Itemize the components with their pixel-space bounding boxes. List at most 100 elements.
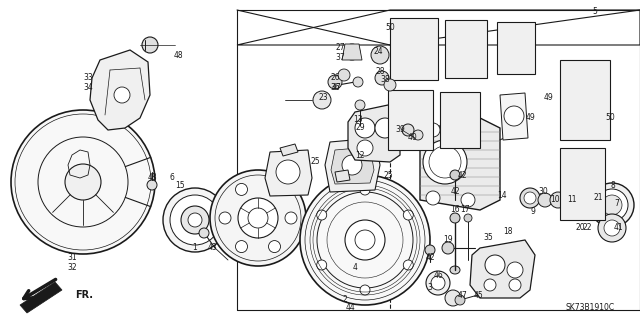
Circle shape	[375, 71, 389, 85]
Circle shape	[461, 121, 475, 135]
Circle shape	[484, 279, 496, 291]
Polygon shape	[388, 90, 433, 150]
Text: 47: 47	[457, 291, 467, 300]
Circle shape	[142, 37, 158, 53]
Polygon shape	[390, 18, 438, 80]
Text: 34: 34	[83, 84, 93, 93]
Circle shape	[403, 260, 413, 270]
Text: 3: 3	[428, 284, 433, 293]
Text: 44: 44	[345, 303, 355, 313]
Circle shape	[461, 193, 475, 207]
Polygon shape	[331, 147, 374, 184]
Circle shape	[590, 183, 634, 227]
Polygon shape	[560, 148, 605, 220]
Circle shape	[524, 192, 536, 204]
Ellipse shape	[450, 266, 460, 274]
Text: 43: 43	[207, 243, 217, 253]
Text: 32: 32	[67, 263, 77, 272]
Text: 12: 12	[355, 151, 365, 160]
Circle shape	[269, 241, 280, 253]
Text: 2: 2	[342, 295, 348, 305]
Text: 47: 47	[331, 84, 341, 93]
Text: 8: 8	[611, 181, 616, 189]
Circle shape	[423, 140, 467, 184]
Circle shape	[199, 228, 209, 238]
Text: 25: 25	[310, 158, 320, 167]
Text: 40: 40	[407, 133, 417, 143]
Circle shape	[375, 118, 395, 138]
Polygon shape	[497, 22, 535, 74]
Text: 7: 7	[614, 198, 620, 207]
Circle shape	[550, 192, 566, 208]
Circle shape	[426, 271, 450, 295]
Text: 27: 27	[335, 43, 345, 53]
Circle shape	[317, 260, 326, 270]
Text: 31: 31	[67, 254, 77, 263]
Circle shape	[238, 198, 278, 238]
Text: 26: 26	[330, 73, 340, 83]
Text: 42: 42	[425, 254, 435, 263]
Text: 23: 23	[318, 93, 328, 102]
Circle shape	[181, 206, 209, 234]
Text: 29: 29	[355, 123, 365, 132]
Circle shape	[353, 77, 363, 87]
Polygon shape	[280, 144, 298, 156]
Text: 24: 24	[373, 48, 383, 56]
Circle shape	[538, 193, 552, 207]
Polygon shape	[90, 50, 150, 130]
Text: 19: 19	[443, 235, 453, 244]
Circle shape	[602, 195, 622, 215]
Text: 16: 16	[450, 205, 460, 214]
Text: 46: 46	[433, 271, 443, 279]
Polygon shape	[440, 92, 480, 148]
Text: 9: 9	[531, 207, 536, 217]
Polygon shape	[20, 282, 62, 313]
Circle shape	[342, 155, 362, 175]
Circle shape	[577, 193, 591, 207]
Circle shape	[285, 212, 297, 224]
Text: 11: 11	[567, 196, 577, 204]
Circle shape	[598, 214, 626, 242]
Circle shape	[426, 123, 440, 137]
Circle shape	[442, 242, 454, 254]
Circle shape	[188, 213, 202, 227]
Polygon shape	[560, 60, 610, 140]
Text: 21: 21	[593, 194, 603, 203]
Circle shape	[269, 183, 280, 196]
Circle shape	[114, 87, 130, 103]
Circle shape	[485, 255, 505, 275]
Circle shape	[313, 91, 331, 109]
Circle shape	[236, 241, 248, 253]
Circle shape	[317, 210, 326, 220]
Polygon shape	[342, 44, 362, 60]
Circle shape	[360, 285, 370, 295]
Text: 35: 35	[483, 234, 493, 242]
Circle shape	[513, 125, 523, 135]
Circle shape	[344, 44, 360, 60]
Circle shape	[147, 180, 157, 190]
Circle shape	[210, 170, 306, 266]
Circle shape	[360, 185, 370, 195]
Circle shape	[11, 110, 155, 254]
Text: 1: 1	[193, 243, 197, 253]
Circle shape	[455, 295, 465, 305]
Text: 49: 49	[525, 114, 535, 122]
Polygon shape	[445, 20, 487, 78]
Circle shape	[402, 124, 414, 136]
Circle shape	[520, 188, 540, 208]
Circle shape	[450, 170, 460, 180]
Circle shape	[504, 106, 524, 126]
Polygon shape	[265, 150, 312, 196]
Text: 13: 13	[353, 115, 363, 124]
Text: 22: 22	[582, 224, 592, 233]
Text: SK73B1910C: SK73B1910C	[565, 303, 614, 313]
Circle shape	[450, 213, 460, 223]
Text: 45: 45	[473, 291, 483, 300]
Text: 42: 42	[457, 170, 467, 180]
Text: 49: 49	[543, 93, 553, 102]
Circle shape	[431, 276, 445, 290]
Circle shape	[338, 69, 350, 81]
Text: 48: 48	[173, 50, 183, 60]
Text: 28: 28	[375, 68, 385, 77]
Circle shape	[236, 183, 248, 196]
